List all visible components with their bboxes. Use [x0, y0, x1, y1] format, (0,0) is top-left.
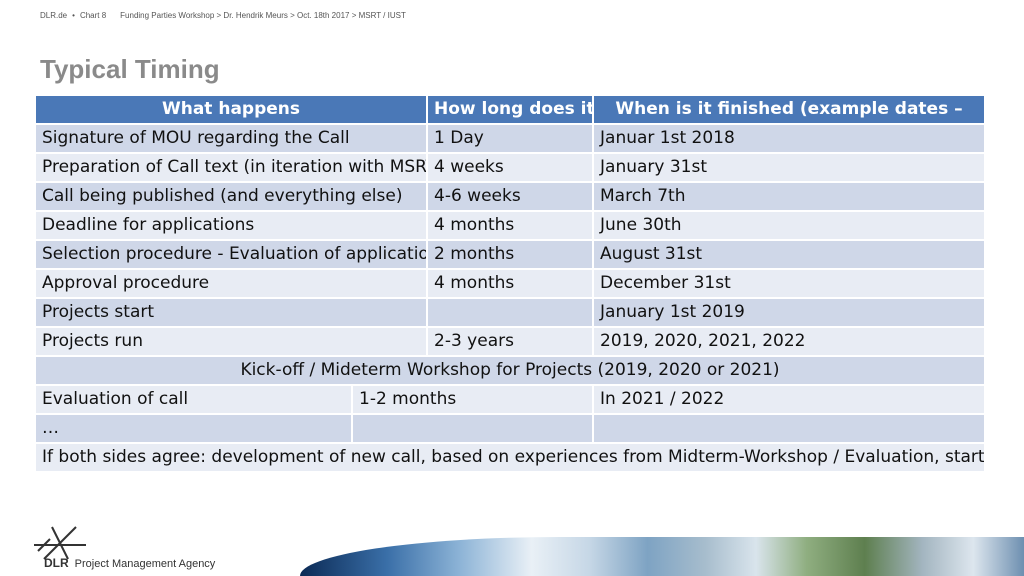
- cell-empty: [350, 413, 595, 444]
- table-row-kickoff: Kick-off / Mideterm Workshop for Project…: [33, 355, 987, 386]
- breadcrumb-path: Funding Parties Workshop > Dr. Hendrik M…: [120, 11, 406, 20]
- cell-duration: 4-6 weeks: [426, 181, 595, 212]
- cell-finished: December 31st: [592, 268, 987, 299]
- cell-ellipsis: …: [34, 413, 353, 444]
- table-row: Signature of MOU regarding the Call 1 Da…: [33, 123, 987, 154]
- footer-agency: DLR Project Management Agency: [44, 556, 215, 570]
- cell-finished: June 30th: [592, 210, 987, 241]
- site-label: DLR.de: [40, 11, 68, 20]
- cell-what: Preparation of Call text (in iteration w…: [33, 152, 429, 183]
- cell-finished: 2019, 2020, 2021, 2022: [592, 326, 987, 357]
- table-row: Preparation of Call text (in iteration w…: [33, 152, 987, 183]
- cell-final: If both sides agree: development of new …: [33, 442, 987, 473]
- cell-duration: 4 months: [426, 268, 595, 299]
- cell-what: Projects run: [33, 326, 429, 357]
- timing-table: What happens How long does it take When …: [33, 94, 987, 473]
- column-header-finished: When is it finished (example dates –: [592, 94, 987, 125]
- table-row-final: If both sides agree: development of new …: [33, 442, 987, 473]
- cell-finished: August 31st: [592, 239, 987, 270]
- cell-duration: 1-2 months: [350, 384, 595, 415]
- cell-finished: In 2021 / 2022: [592, 384, 987, 415]
- footer-agency-label: Project Management Agency: [74, 558, 216, 570]
- dlr-logo-icon: [34, 526, 86, 560]
- page-title: Typical Timing: [40, 54, 220, 84]
- cell-what: Projects start: [33, 297, 429, 328]
- cell-finished: Januar 1st 2018: [592, 123, 987, 154]
- breadcrumb: DLR.de • Chart 8 Funding Parties Workshop >…: [40, 11, 406, 20]
- table-row: Deadline for applications 4 months June …: [33, 210, 987, 241]
- cell-what: Deadline for applications: [33, 210, 429, 241]
- cell-duration: 4 months: [426, 210, 595, 241]
- cell-duration: 1 Day: [426, 123, 595, 154]
- cell-duration: 4 weeks: [426, 152, 595, 183]
- footer-brand: DLR: [44, 556, 69, 570]
- table-header-row: What happens How long does it take When …: [33, 94, 987, 125]
- column-header-what: What happens: [33, 94, 429, 125]
- cell-finished: January 31st: [592, 152, 987, 183]
- separator-dot: •: [72, 11, 75, 20]
- table-row: Approval procedure 4 months December 31s…: [33, 268, 987, 299]
- cell-what: Evaluation of call: [34, 384, 353, 415]
- cell-what: Approval procedure: [33, 268, 429, 299]
- cell-what: Signature of MOU regarding the Call: [33, 123, 429, 154]
- cell-what: Call being published (and everything els…: [33, 181, 429, 212]
- cell-finished: January 1st 2019: [592, 297, 987, 328]
- chart-label: Chart 8: [79, 11, 107, 20]
- table-row: Call being published (and everything els…: [33, 181, 987, 212]
- cell-finished: March 7th: [592, 181, 987, 212]
- cell-empty: [592, 413, 987, 444]
- earth-banner-image: [300, 537, 1024, 576]
- cell-duration: 2-3 years: [426, 326, 595, 357]
- cell-kickoff: Kick-off / Mideterm Workshop for Project…: [33, 355, 987, 386]
- cell-duration: [426, 297, 595, 328]
- table-row: Selection procedure - Evaluation of appl…: [33, 239, 987, 270]
- table-row: Projects run 2-3 years 2019, 2020, 2021,…: [33, 326, 987, 357]
- table-row: Projects start January 1st 2019: [33, 297, 987, 328]
- cell-what: Selection procedure - Evaluation of appl…: [33, 239, 429, 270]
- table-row-evaluation: Evaluation of call 1-2 months In 2021 / …: [34, 384, 987, 415]
- column-header-duration: How long does it take: [426, 94, 595, 125]
- table-row-ellipsis: …: [34, 413, 987, 444]
- cell-duration: 2 months: [426, 239, 595, 270]
